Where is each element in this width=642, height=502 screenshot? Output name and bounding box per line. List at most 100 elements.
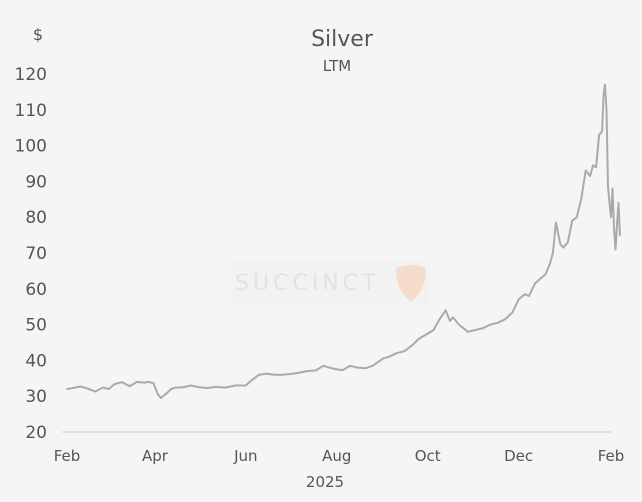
- data-point: [608, 202, 611, 204]
- x-tick-label: Feb: [598, 447, 625, 465]
- x-tick-label: Oct: [415, 447, 441, 465]
- data-point: [356, 366, 359, 369]
- data-point: [613, 227, 615, 229]
- data-point: [87, 387, 89, 390]
- data-point: [273, 373, 276, 376]
- data-point: [562, 246, 565, 249]
- data-point: [349, 364, 352, 367]
- y-tick-label: 60: [25, 280, 47, 300]
- chart-subtitle: LTM: [323, 57, 351, 75]
- data-point: [614, 248, 617, 251]
- data-point: [289, 373, 292, 375]
- data-point: [592, 164, 594, 167]
- data-point: [575, 216, 578, 219]
- data-point: [489, 323, 492, 326]
- data-point: [388, 355, 390, 358]
- data-point: [182, 386, 185, 389]
- data-point: [174, 386, 177, 389]
- watermark-shield-icon: [396, 265, 426, 301]
- data-point: [566, 241, 569, 244]
- data-point: [602, 94, 605, 97]
- data-point: [559, 243, 562, 245]
- data-point: [444, 309, 447, 312]
- data-point: [504, 318, 507, 321]
- y-tick-label: 110: [15, 101, 47, 121]
- data-point: [580, 198, 583, 201]
- data-point: [258, 373, 261, 376]
- data-point: [438, 318, 441, 321]
- chart-title: Silver: [311, 27, 374, 52]
- x-tick-label: Apr: [142, 447, 169, 465]
- data-point: [306, 370, 308, 372]
- data-point: [549, 262, 551, 265]
- data-point: [198, 386, 201, 389]
- x-tick-label: Jun: [233, 447, 257, 465]
- data-point: [315, 369, 317, 372]
- x-axis-ticks: Feb Apr Jun Aug Oct Dec Feb: [54, 447, 625, 465]
- y-tick-label: 40: [25, 351, 47, 371]
- y-axis-ticks: 20 30 40 50 60 70 80 90 100 110 120: [15, 65, 47, 443]
- watermark: SUCCINCT: [232, 262, 430, 304]
- data-point: [517, 298, 520, 301]
- y-unit-label: $: [33, 25, 43, 44]
- data-point: [382, 357, 384, 360]
- data-point: [170, 388, 173, 390]
- data-point: [474, 329, 477, 331]
- data-point: [328, 366, 331, 369]
- silver-price-line: [66, 83, 621, 399]
- data-point: [617, 202, 620, 204]
- data-point: [206, 387, 209, 389]
- data-point: [610, 216, 612, 219]
- data-point: [540, 277, 542, 279]
- data-point: [432, 329, 435, 331]
- data-point: [66, 388, 68, 390]
- data-point: [534, 282, 536, 285]
- y-tick-label: 30: [25, 387, 47, 407]
- x-tick-label: Dec: [504, 447, 533, 465]
- data-point: [467, 330, 469, 333]
- data-point: [152, 382, 155, 385]
- data-point: [164, 393, 167, 396]
- data-point: [410, 345, 413, 347]
- data-point: [584, 169, 587, 172]
- data-point: [619, 234, 621, 237]
- data-point: [322, 364, 325, 367]
- data-point: [371, 364, 374, 367]
- y-tick-label: 50: [25, 316, 47, 336]
- data-point: [611, 187, 614, 190]
- data-point: [79, 385, 82, 388]
- data-point: [244, 384, 247, 387]
- data-point: [598, 134, 600, 136]
- data-point: [555, 221, 557, 224]
- data-point: [341, 369, 344, 371]
- x-tick-label: Feb: [54, 447, 81, 465]
- data-point: [234, 384, 237, 387]
- data-point: [121, 381, 123, 384]
- data-point: [528, 295, 530, 297]
- data-point: [143, 381, 146, 384]
- data-point: [107, 388, 110, 390]
- data-point: [280, 373, 283, 376]
- data-point: [523, 293, 526, 296]
- data-point: [589, 175, 591, 177]
- data-point: [148, 381, 150, 383]
- data-point: [552, 252, 554, 254]
- data-point: [616, 223, 618, 226]
- data-point: [449, 320, 451, 322]
- data-point: [128, 385, 131, 388]
- data-point: [94, 390, 97, 393]
- data-point: [157, 393, 159, 396]
- data-point: [189, 384, 192, 387]
- data-point: [136, 381, 138, 383]
- data-point: [395, 352, 398, 355]
- data-points: [66, 83, 621, 399]
- data-point: [417, 338, 420, 340]
- data-point: [250, 379, 253, 381]
- data-point: [265, 372, 268, 375]
- data-point: [215, 386, 217, 388]
- data-point: [601, 130, 603, 133]
- watermark-text: SUCCINCT: [235, 271, 380, 296]
- data-point: [113, 383, 116, 385]
- data-point: [604, 83, 606, 86]
